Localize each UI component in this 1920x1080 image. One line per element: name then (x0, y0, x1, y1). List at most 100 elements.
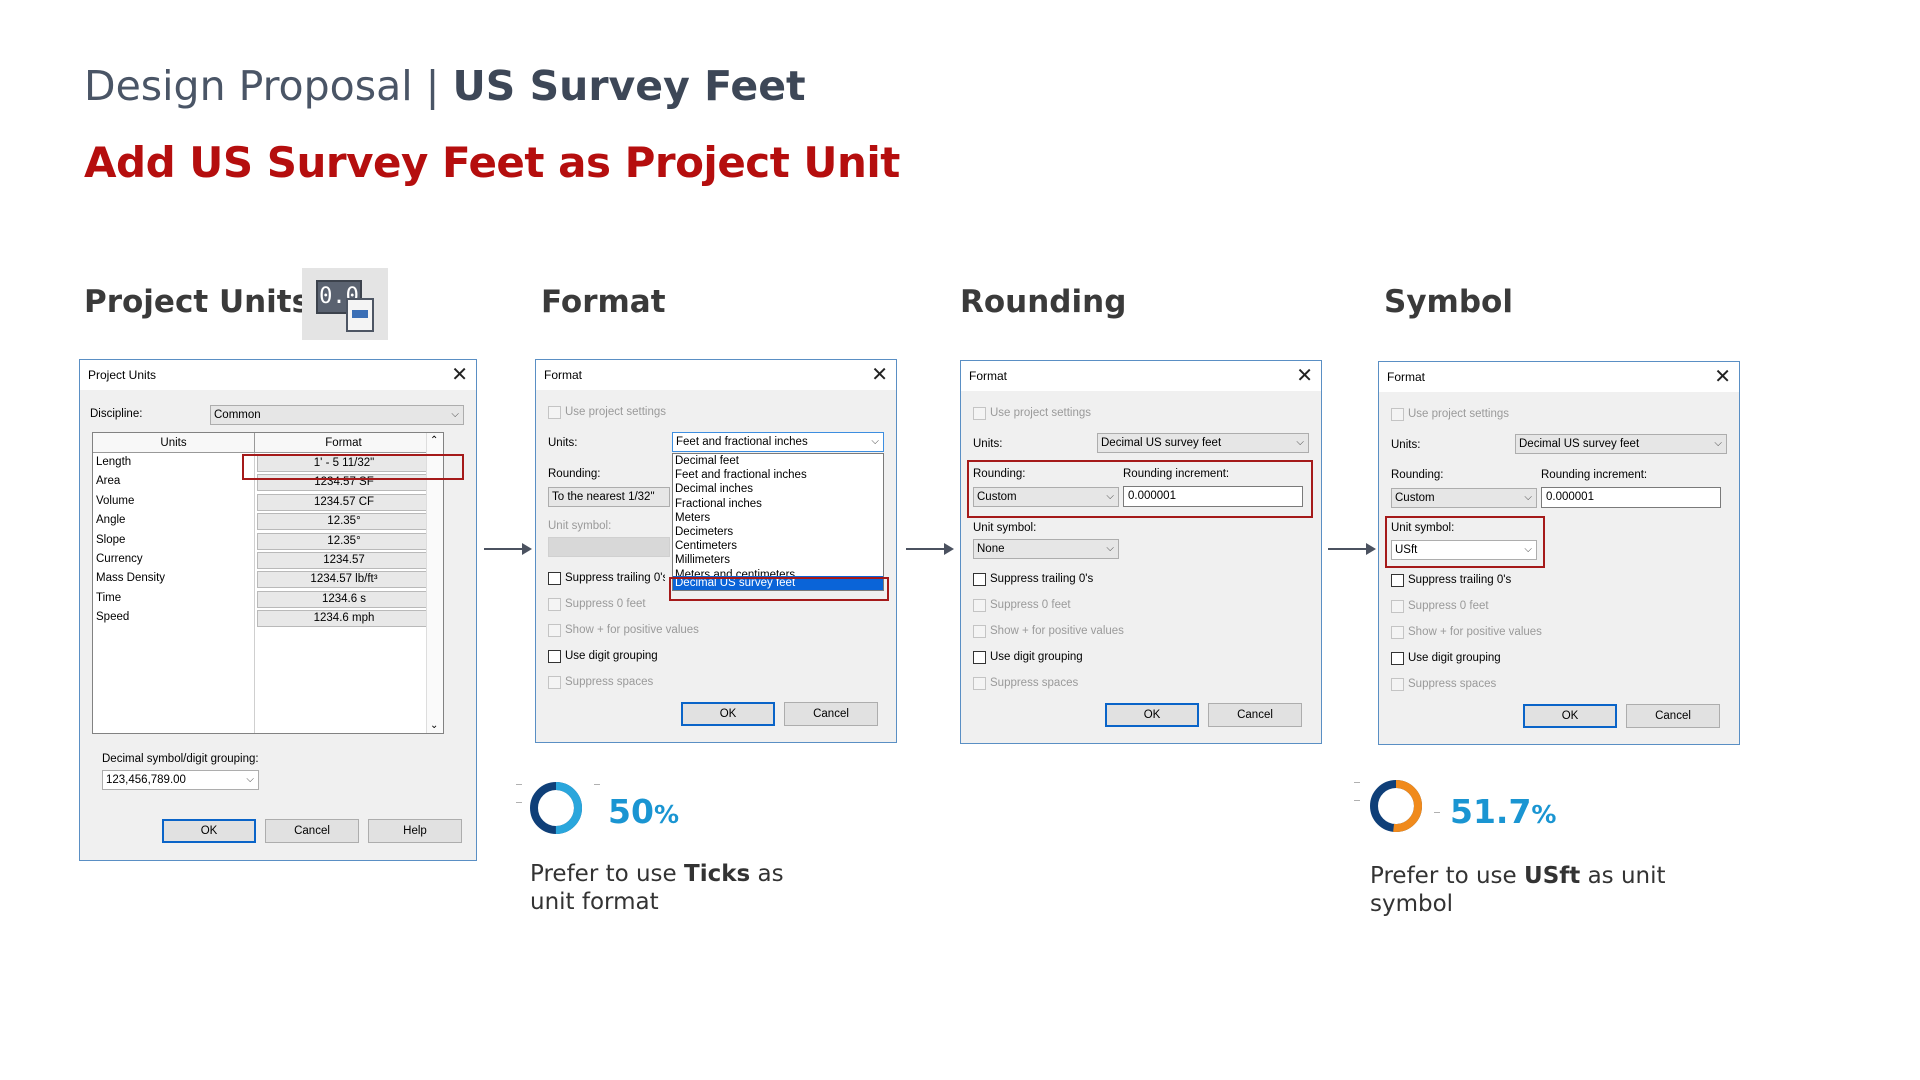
units-value: Decimal US survey feet (1519, 438, 1640, 450)
dropdown-option[interactable]: Decimeters (675, 525, 734, 538)
format-dialog: Format ✕ Use project settings Units: Fee… (535, 359, 897, 743)
table-scrollbar[interactable]: ⌃ ⌄ (426, 433, 443, 733)
ok-button[interactable]: OK (681, 702, 775, 726)
chevron-up-icon[interactable]: ⌃ (430, 435, 439, 446)
format-button[interactable]: 1234.57 CF (257, 493, 431, 511)
rounding-select[interactable]: Custom ⌵ (973, 487, 1119, 507)
table-row-angle[interactable]: Angle 12.35° (93, 512, 433, 531)
suppress-zero-feet-checkbox[interactable] (548, 598, 561, 611)
ok-button[interactable]: OK (162, 819, 256, 843)
units-select[interactable]: Decimal US survey feet ⌵ (1097, 433, 1309, 453)
show-plus-checkbox[interactable] (973, 625, 986, 638)
suppress-zero-feet-label: Suppress 0 feet (990, 599, 1071, 611)
dropdown-option[interactable]: Meters (675, 511, 711, 524)
cancel-button[interactable]: Cancel (784, 702, 878, 726)
rounding-increment-input[interactable]: 0.000001 (1541, 487, 1721, 508)
unit-name: Speed (96, 611, 130, 624)
use-project-settings-checkbox[interactable] (1391, 408, 1404, 421)
decimal-symbol-select[interactable]: 123,456,789.00 ⌵ (102, 770, 259, 790)
caption-text: as unit format (530, 861, 784, 915)
rounding-label: Rounding: (548, 468, 601, 480)
slide-subtitle: Add US Survey Feet as Project Unit (84, 138, 900, 187)
discipline-select[interactable]: Common ⌵ (210, 405, 464, 425)
use-project-settings-checkbox[interactable] (548, 406, 561, 419)
dropdown-option[interactable]: Centimeters (675, 540, 737, 553)
digit-grouping-checkbox[interactable] (1391, 652, 1404, 665)
table-row-mass-density[interactable]: Mass Density 1234.57 lb/ft³ (93, 570, 433, 589)
units-select[interactable]: Decimal US survey feet ⌵ (1515, 434, 1727, 454)
close-icon[interactable]: ✕ (871, 362, 888, 386)
project-units-icon: 0.0 (302, 268, 388, 340)
units-value: Feet and fractional inches (676, 436, 808, 448)
dialog-titlebar: Format ✕ (536, 360, 896, 390)
discipline-label: Discipline: (90, 408, 143, 420)
format-button[interactable]: 1234.57 (257, 552, 431, 569)
show-plus-checkbox[interactable] (548, 624, 561, 637)
dialog-title: Project Units (88, 368, 157, 382)
chevron-down-icon: ⌵ (246, 774, 254, 785)
donut-ring-fill (530, 782, 582, 834)
table-row-speed[interactable]: Speed 1234.6 mph (93, 609, 433, 628)
arrow-right-icon (1328, 543, 1376, 555)
decimal-symbol-label: Decimal symbol/digit grouping: (102, 753, 259, 765)
rounding-select[interactable]: To the nearest 1/32" (548, 487, 670, 507)
table-row-volume[interactable]: Volume 1234.57 CF (93, 493, 433, 512)
chevron-down-icon[interactable]: ⌄ (430, 720, 439, 731)
unit-symbol-select[interactable]: USft ⌵ (1391, 540, 1537, 560)
decorative-tick (1434, 812, 1440, 813)
dropdown-option[interactable]: Millimeters (675, 554, 730, 567)
suppress-zero-feet-checkbox[interactable] (1391, 600, 1404, 613)
dropdown-option[interactable]: Decimal inches (675, 483, 753, 496)
dropdown-option[interactable]: Feet and fractional inches (675, 469, 807, 482)
suppress-spaces-checkbox[interactable] (1391, 678, 1404, 691)
digit-grouping-checkbox[interactable] (973, 651, 986, 664)
column-divider (254, 453, 255, 733)
table-row-time[interactable]: Time 1234.6 s (93, 590, 433, 609)
suppress-spaces-checkbox[interactable] (973, 677, 986, 690)
section-heading-rounding: Rounding (960, 284, 1127, 320)
suppress-spaces-checkbox[interactable] (548, 676, 561, 689)
format-button[interactable]: 1234.6 s (257, 590, 431, 608)
units-value: Decimal US survey feet (1101, 437, 1222, 449)
suppress-zero-feet-checkbox[interactable] (973, 599, 986, 612)
unit-name: Volume (96, 494, 135, 507)
cancel-button[interactable]: Cancel (1626, 704, 1720, 728)
format-button[interactable]: 1234.6 mph (257, 610, 431, 628)
suppress-trailing-checkbox[interactable] (548, 572, 561, 585)
table-row-slope[interactable]: Slope 12.35° (93, 532, 433, 551)
dropdown-option[interactable]: Meters and centimeters (675, 568, 796, 576)
table-row-currency[interactable]: Currency 1234.57 (93, 551, 433, 570)
rounding-increment-input[interactable]: 0.000001 (1123, 486, 1303, 507)
units-dropdown-list[interactable]: Decimal feet Feet and fractional inches … (672, 453, 884, 591)
cancel-button[interactable]: Cancel (265, 819, 359, 843)
dropdown-option-selected[interactable]: Decimal US survey feet (673, 575, 883, 590)
suppress-trailing-checkbox[interactable] (1391, 574, 1404, 587)
ok-button[interactable]: OK (1105, 703, 1199, 727)
dialog-titlebar: Project Units ✕ (80, 360, 476, 390)
slide-title: Design Proposal | US Survey Feet (84, 62, 806, 110)
dropdown-option[interactable]: Decimal feet (675, 455, 739, 467)
table-row-length[interactable]: Length 1' - 5 11/32" (93, 454, 433, 473)
unit-symbol-select[interactable] (548, 537, 670, 557)
unit-symbol-select[interactable]: None ⌵ (973, 539, 1119, 559)
use-project-settings-checkbox[interactable] (973, 407, 986, 420)
close-icon[interactable]: ✕ (1714, 364, 1731, 388)
format-button[interactable]: 1234.57 lb/ft³ (257, 571, 431, 589)
format-button[interactable]: 12.35° (257, 532, 431, 550)
format-button[interactable]: 12.35° (257, 513, 431, 531)
digit-grouping-checkbox[interactable] (548, 650, 561, 663)
rounding-label: Rounding: (1391, 469, 1444, 481)
help-button[interactable]: Help (368, 819, 462, 843)
cancel-button[interactable]: Cancel (1208, 703, 1302, 727)
arrow-right-icon (906, 543, 954, 555)
unit-name: Currency (96, 553, 143, 565)
unit-name: Angle (96, 514, 126, 527)
show-plus-checkbox[interactable] (1391, 626, 1404, 639)
suppress-trailing-checkbox[interactable] (973, 573, 986, 586)
rounding-select[interactable]: Custom ⌵ (1391, 488, 1537, 508)
units-select[interactable]: Feet and fractional inches ⌵ (672, 432, 884, 452)
close-icon[interactable]: ✕ (1296, 363, 1313, 387)
close-icon[interactable]: ✕ (451, 362, 468, 386)
ok-button[interactable]: OK (1523, 704, 1617, 728)
dropdown-option[interactable]: Fractional inches (675, 497, 762, 510)
